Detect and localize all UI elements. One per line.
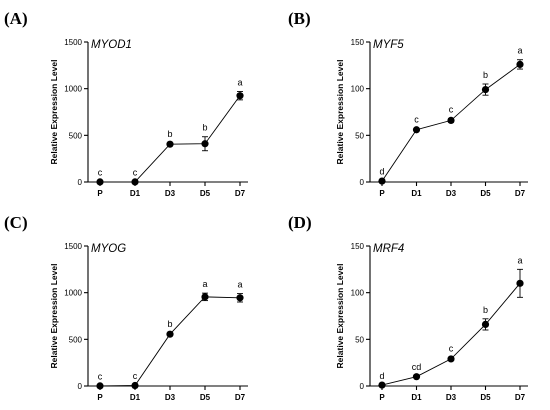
panel-2: (C) MYOG Relative Expression Level 0 500 1000… xyxy=(4,213,248,402)
y-tick-label: 100 xyxy=(351,85,365,94)
x-tick-label: D3 xyxy=(446,189,457,198)
chart-title: MRF4 xyxy=(373,243,404,255)
significance-label: a xyxy=(517,46,522,56)
y-axis-title: Relative Expression Level xyxy=(49,60,59,165)
y-tick-label: 100 xyxy=(351,289,365,298)
significance-label: a xyxy=(517,255,522,265)
significance-label: c xyxy=(414,114,419,124)
significance-label: c xyxy=(449,344,454,354)
y-tick-label: 500 xyxy=(69,335,83,344)
y-tick-label: 0 xyxy=(360,382,365,391)
data-point xyxy=(412,126,421,134)
series-line xyxy=(99,296,241,387)
x-tick-label: D7 xyxy=(235,393,246,402)
y-tick-label: 0 xyxy=(360,178,365,187)
chart-title: MYF5 xyxy=(373,39,404,51)
data-point xyxy=(516,279,524,287)
data-point xyxy=(201,140,209,148)
panel-label: (C) xyxy=(4,213,28,232)
series-line xyxy=(381,283,521,386)
data-point xyxy=(201,293,209,301)
panel-0: (A) MYOD1 Relative Expression Level 0 500 100… xyxy=(4,9,248,198)
data-point xyxy=(96,178,104,186)
x-tick-label: D1 xyxy=(130,189,141,198)
x-tick-label: P xyxy=(379,189,385,198)
x-tick-label: D3 xyxy=(165,189,176,198)
significance-label: b xyxy=(483,70,488,80)
panel-label: (A) xyxy=(4,9,28,28)
y-tick-label: 1500 xyxy=(64,38,82,47)
x-tick-label: D1 xyxy=(411,189,422,198)
x-tick-label: D7 xyxy=(515,393,526,402)
significance-label: c xyxy=(133,371,138,381)
significance-label: b xyxy=(167,129,172,139)
y-tick-label: 150 xyxy=(351,242,365,251)
panel-label: (B) xyxy=(288,9,311,28)
x-tick-label: D5 xyxy=(480,189,491,198)
significance-label: d xyxy=(379,371,384,381)
data-point xyxy=(378,381,386,389)
y-tick-label: 500 xyxy=(69,131,83,140)
y-axis-title: Relative Expression Level xyxy=(49,264,59,369)
x-tick-label: D5 xyxy=(480,393,491,402)
x-tick-label: D1 xyxy=(130,393,141,402)
y-axis-title: Relative Expression Level xyxy=(335,264,345,369)
significance-label: c xyxy=(98,168,103,178)
y-tick-label: 0 xyxy=(78,178,83,187)
data-point xyxy=(481,320,490,328)
data-point xyxy=(481,86,490,94)
x-tick-label: D3 xyxy=(165,393,176,402)
x-tick-label: D5 xyxy=(200,393,211,402)
significance-label: c xyxy=(133,168,138,178)
x-tick-label: D7 xyxy=(515,189,526,198)
x-tick-label: D3 xyxy=(446,393,457,402)
data-point xyxy=(96,382,104,390)
chart-title: MYOD1 xyxy=(91,39,132,51)
panel-label: (D) xyxy=(288,213,312,232)
data-point xyxy=(412,373,421,381)
data-point xyxy=(166,140,174,148)
significance-label: b xyxy=(483,305,488,315)
significance-label: a xyxy=(237,77,242,87)
significance-label: b xyxy=(202,123,207,133)
x-tick-label: P xyxy=(97,393,103,402)
y-tick-label: 50 xyxy=(355,335,364,344)
x-tick-label: P xyxy=(97,189,103,198)
significance-label: b xyxy=(167,319,172,329)
y-tick-label: 0 xyxy=(78,382,83,391)
x-tick-label: D7 xyxy=(235,189,246,198)
panel-1: (B) MYF5 Relative Expression Level 0 50 100 15… xyxy=(288,9,528,198)
x-tick-label: D1 xyxy=(411,393,422,402)
x-tick-label: P xyxy=(379,393,385,402)
data-point xyxy=(131,178,139,186)
data-point xyxy=(447,355,455,363)
data-point xyxy=(447,116,455,124)
y-axis-title: Relative Expression Level xyxy=(335,60,345,165)
significance-label: c xyxy=(449,105,454,115)
data-point xyxy=(516,60,524,68)
panel-3: (D) MRF4 Relative Expression Level 0 50 100 15… xyxy=(288,213,528,402)
significance-label: cd xyxy=(412,362,422,372)
data-point xyxy=(166,330,174,338)
chart-title: MYOG xyxy=(91,243,126,255)
significance-label: c xyxy=(98,372,103,382)
y-tick-label: 150 xyxy=(351,38,365,47)
significance-label: d xyxy=(379,167,384,177)
y-tick-label: 1500 xyxy=(64,242,82,251)
data-point xyxy=(378,177,386,185)
data-point xyxy=(236,92,244,100)
significance-label: a xyxy=(202,279,207,289)
y-tick-label: 1000 xyxy=(64,289,82,298)
x-tick-label: D5 xyxy=(200,189,211,198)
significance-label: a xyxy=(237,280,242,290)
y-tick-label: 50 xyxy=(355,131,364,140)
data-point xyxy=(131,381,139,390)
data-point xyxy=(236,294,244,302)
y-tick-label: 1000 xyxy=(64,85,82,94)
